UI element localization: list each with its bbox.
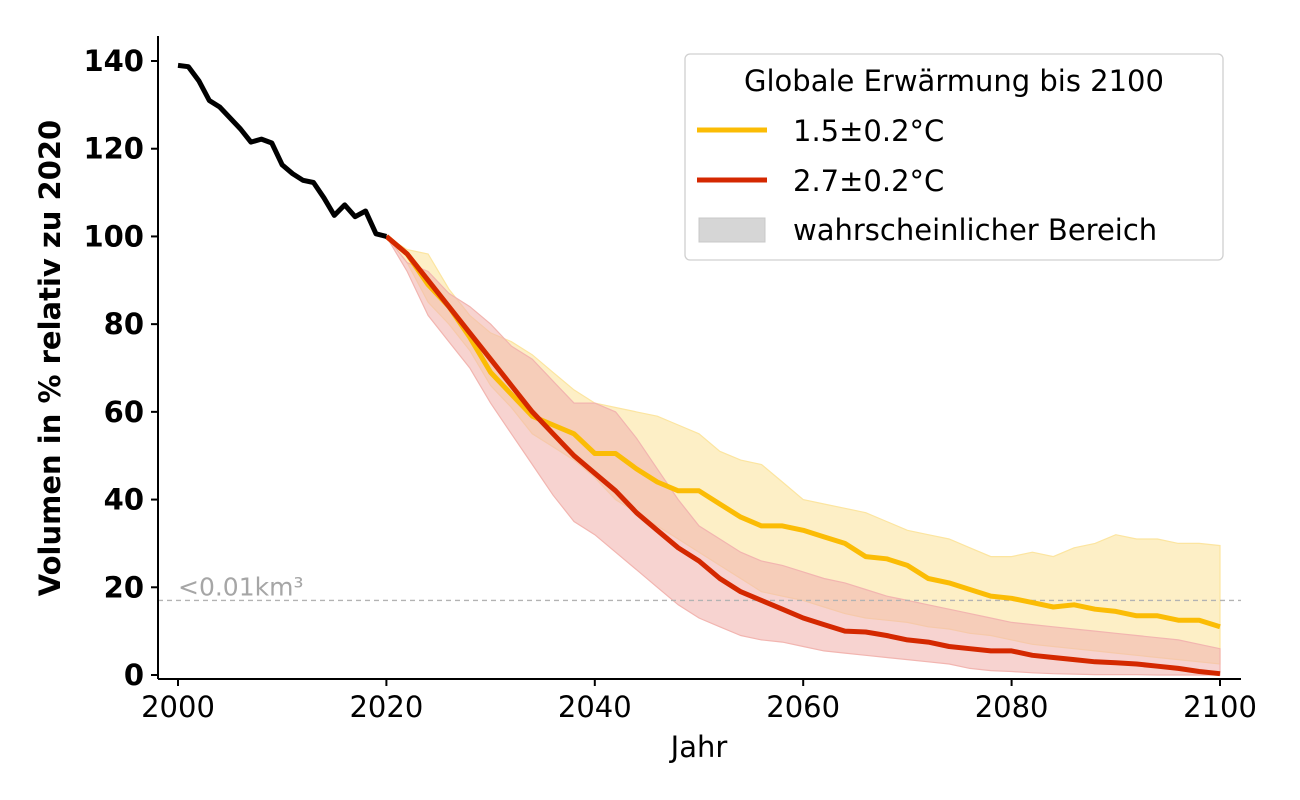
legend-title: Globale Erwärmung bis 2100 [744,64,1164,98]
x-tick-label: 2020 [349,690,423,724]
y-tick-label: 100 [83,219,144,253]
y-tick-label: 20 [104,570,144,604]
annotation-threshold-label: <0.01km³ [178,572,303,601]
line-historical [177,62,388,239]
y-tick-label: 140 [83,44,144,78]
series-lines [177,62,1221,677]
x-tick-label: 2080 [975,690,1049,724]
x-tick-label: 2040 [558,690,632,724]
y-tick-label: 60 [104,395,144,429]
x-ticks: 2000 2020 2040 2060 2080 2100 [141,679,1257,724]
x-axis-label: Jahr [669,730,728,764]
legend-swatch-range [698,217,766,243]
legend-label-2-7: 2.7±0.2°C [793,164,944,198]
y-tick-label: 80 [104,307,144,341]
y-axis-label: Volumen in % relativ zu 2020 [33,120,67,596]
x-tick-label: 2100 [1183,690,1257,724]
legend-box [684,53,1224,261]
legend-label-1-5: 1.5±0.2°C [793,114,944,148]
y-tick-label: 0 [124,658,144,692]
y-tick-label: 120 [83,132,144,166]
x-tick-label: 2000 [141,690,215,724]
x-tick-label: 2060 [766,690,840,724]
y-tick-label: 40 [104,483,144,517]
legend: Globale Erwärmung bis 2100 1.5±0.2°C 2.7… [684,53,1224,261]
line-1-5 [384,234,1221,630]
y-ticks: 0 20 40 60 80 100 120 140 [83,44,158,692]
legend-label-range: wahrscheinlicher Bereich [793,213,1157,247]
line-2-7 [384,234,1221,677]
